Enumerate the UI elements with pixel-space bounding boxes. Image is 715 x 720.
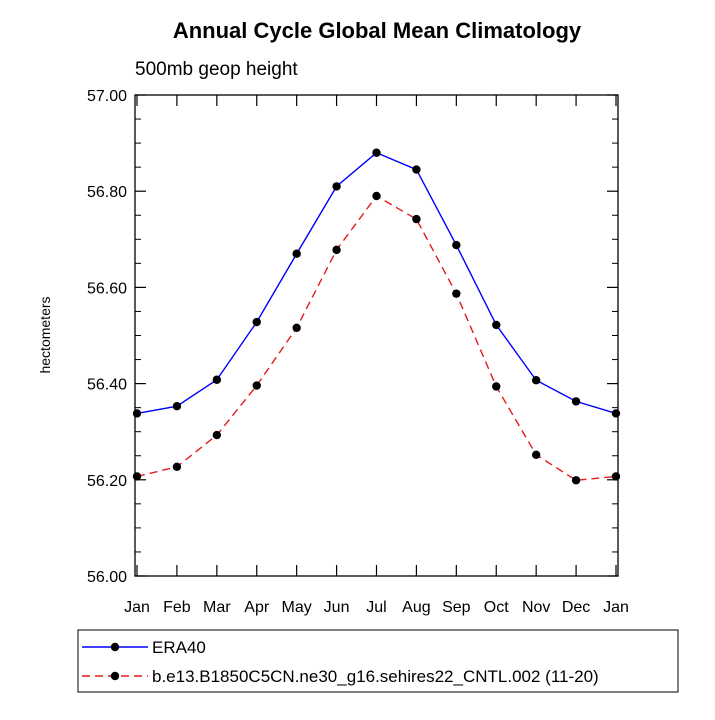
series-1-point [372,148,381,157]
series-1-point [212,375,222,384]
legend-marker-2 [110,671,120,681]
series-1-point [571,397,581,406]
legend-box [77,629,679,693]
x-tick-label: Mar [203,599,231,616]
series-1-point [332,182,341,191]
series-1-point [531,376,541,385]
y-axis-label: hectometers [37,296,53,373]
x-tick-label: Aug [402,599,430,616]
legend-label-2: b.e13.B1850C5CN.ne30_g16.sehires22_CNTL.… [152,667,599,686]
series-2-point [412,214,421,224]
series-1-point [132,409,142,418]
y-tick-label: 56.60 [87,280,127,297]
series-2-point [531,450,541,459]
series-1-point [292,249,301,258]
series-2-point [492,382,501,391]
x-tick-label: Sep [442,599,471,616]
x-tick-label: Jun [324,599,350,616]
series-2-point [332,245,341,255]
y-tick-label: 56.40 [87,377,127,394]
series-2-point [292,323,301,333]
chart-title: Annual Cycle Global Mean Climatology [173,18,582,43]
chart-subtitle: 500mb geop height [135,59,298,80]
series-2-point [172,462,182,472]
y-tick-label: 57.00 [87,88,127,105]
plot-frame [134,94,619,577]
x-tick-label: Jul [366,599,386,616]
series-2-point [571,476,581,485]
x-tick-label: Apr [244,599,270,616]
series-2-point [611,472,621,481]
series-1-point [252,317,261,327]
series-layer [132,148,621,485]
x-tick-label: Dec [562,599,590,616]
x-tick-label: Feb [163,599,191,616]
y-tick-label: 56.00 [87,569,127,586]
x-tick-label: Jan [603,599,629,616]
x-tick-label: Oct [484,599,509,616]
series-1-point [492,320,501,330]
axis-ticks: 56.00 56.20 56.40 56.60 56.80 57.00 Jan Feb Mar A… [87,88,629,616]
y-tick-label: 56.20 [87,473,127,490]
x-tick-label: May [282,599,312,616]
y-tick-label: 56.80 [87,184,127,201]
series-1-point [172,402,182,411]
x-tick-label: Nov [522,599,550,616]
legend: ERA40 b.e13.B1850C5CN.ne30_g16.sehires22_… [77,629,679,693]
series-2-point [452,289,461,298]
series-2-point [132,472,142,481]
series-2-point [372,191,381,201]
legend-label-1: ERA40 [152,638,206,657]
series-1-point [452,240,461,250]
series-1-point [412,165,421,174]
legend-marker-1 [110,642,120,652]
series-2-point [212,430,222,440]
series-1-point [611,409,621,418]
x-tick-label: Jan [124,599,150,616]
series-2-point [252,381,261,390]
series-line-2 [136,195,617,482]
